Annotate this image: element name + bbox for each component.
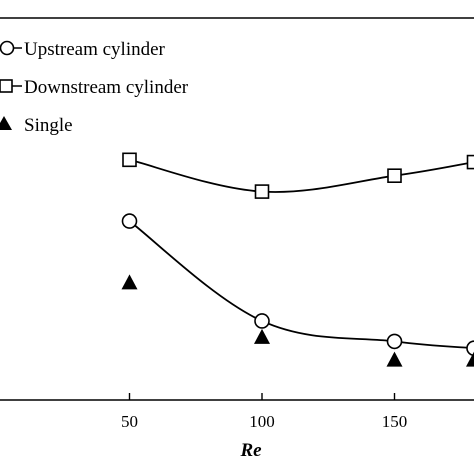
- data-point-s2-x50: [121, 274, 138, 290]
- data-point-s0-x50: [121, 213, 138, 229]
- data-point-s0-x100: [254, 313, 270, 329]
- series-line-1: [129, 158, 474, 193]
- series-markers: [121, 152, 474, 367]
- legend-item-upstream: Upstream cylinder: [0, 39, 166, 60]
- legend-label-downstream: Downstream cylinder: [24, 77, 189, 98]
- series-line-0: [128, 220, 474, 350]
- legend-marker-downstream: [0, 79, 13, 93]
- data-point-s1-x150: [387, 168, 402, 183]
- x-tick-label-150: 150: [382, 412, 408, 431]
- data-point-s1-x100: [254, 184, 270, 199]
- legend-marker-single: [0, 116, 12, 130]
- legend: Upstream cylinder Downstream cylinder Si…: [0, 39, 189, 136]
- legend-label-upstream: Upstream cylinder: [24, 39, 166, 60]
- data-point-s2-x150: [386, 351, 403, 367]
- legend-marker-upstream: [0, 40, 15, 56]
- data-point-s0-x150: [386, 333, 403, 350]
- data-point-s1-x180: [466, 154, 474, 170]
- data-point-s2-x100: [254, 328, 270, 344]
- x-tick-label-100: 100: [249, 412, 275, 431]
- data-point-s2-x180: [466, 351, 474, 367]
- legend-item-downstream: Downstream cylinder: [0, 77, 189, 98]
- x-axis-title: Re: [239, 440, 262, 461]
- legend-item-single: Single: [0, 115, 73, 136]
- legend-label-single: Single: [24, 115, 73, 136]
- x-tick-label-50: 50: [121, 412, 138, 431]
- data-point-s0-x180: [466, 340, 474, 357]
- x-axis-ticks: 50 100 150: [121, 393, 407, 431]
- series-curves: [128, 158, 474, 350]
- data-point-s1-x50: [122, 152, 137, 168]
